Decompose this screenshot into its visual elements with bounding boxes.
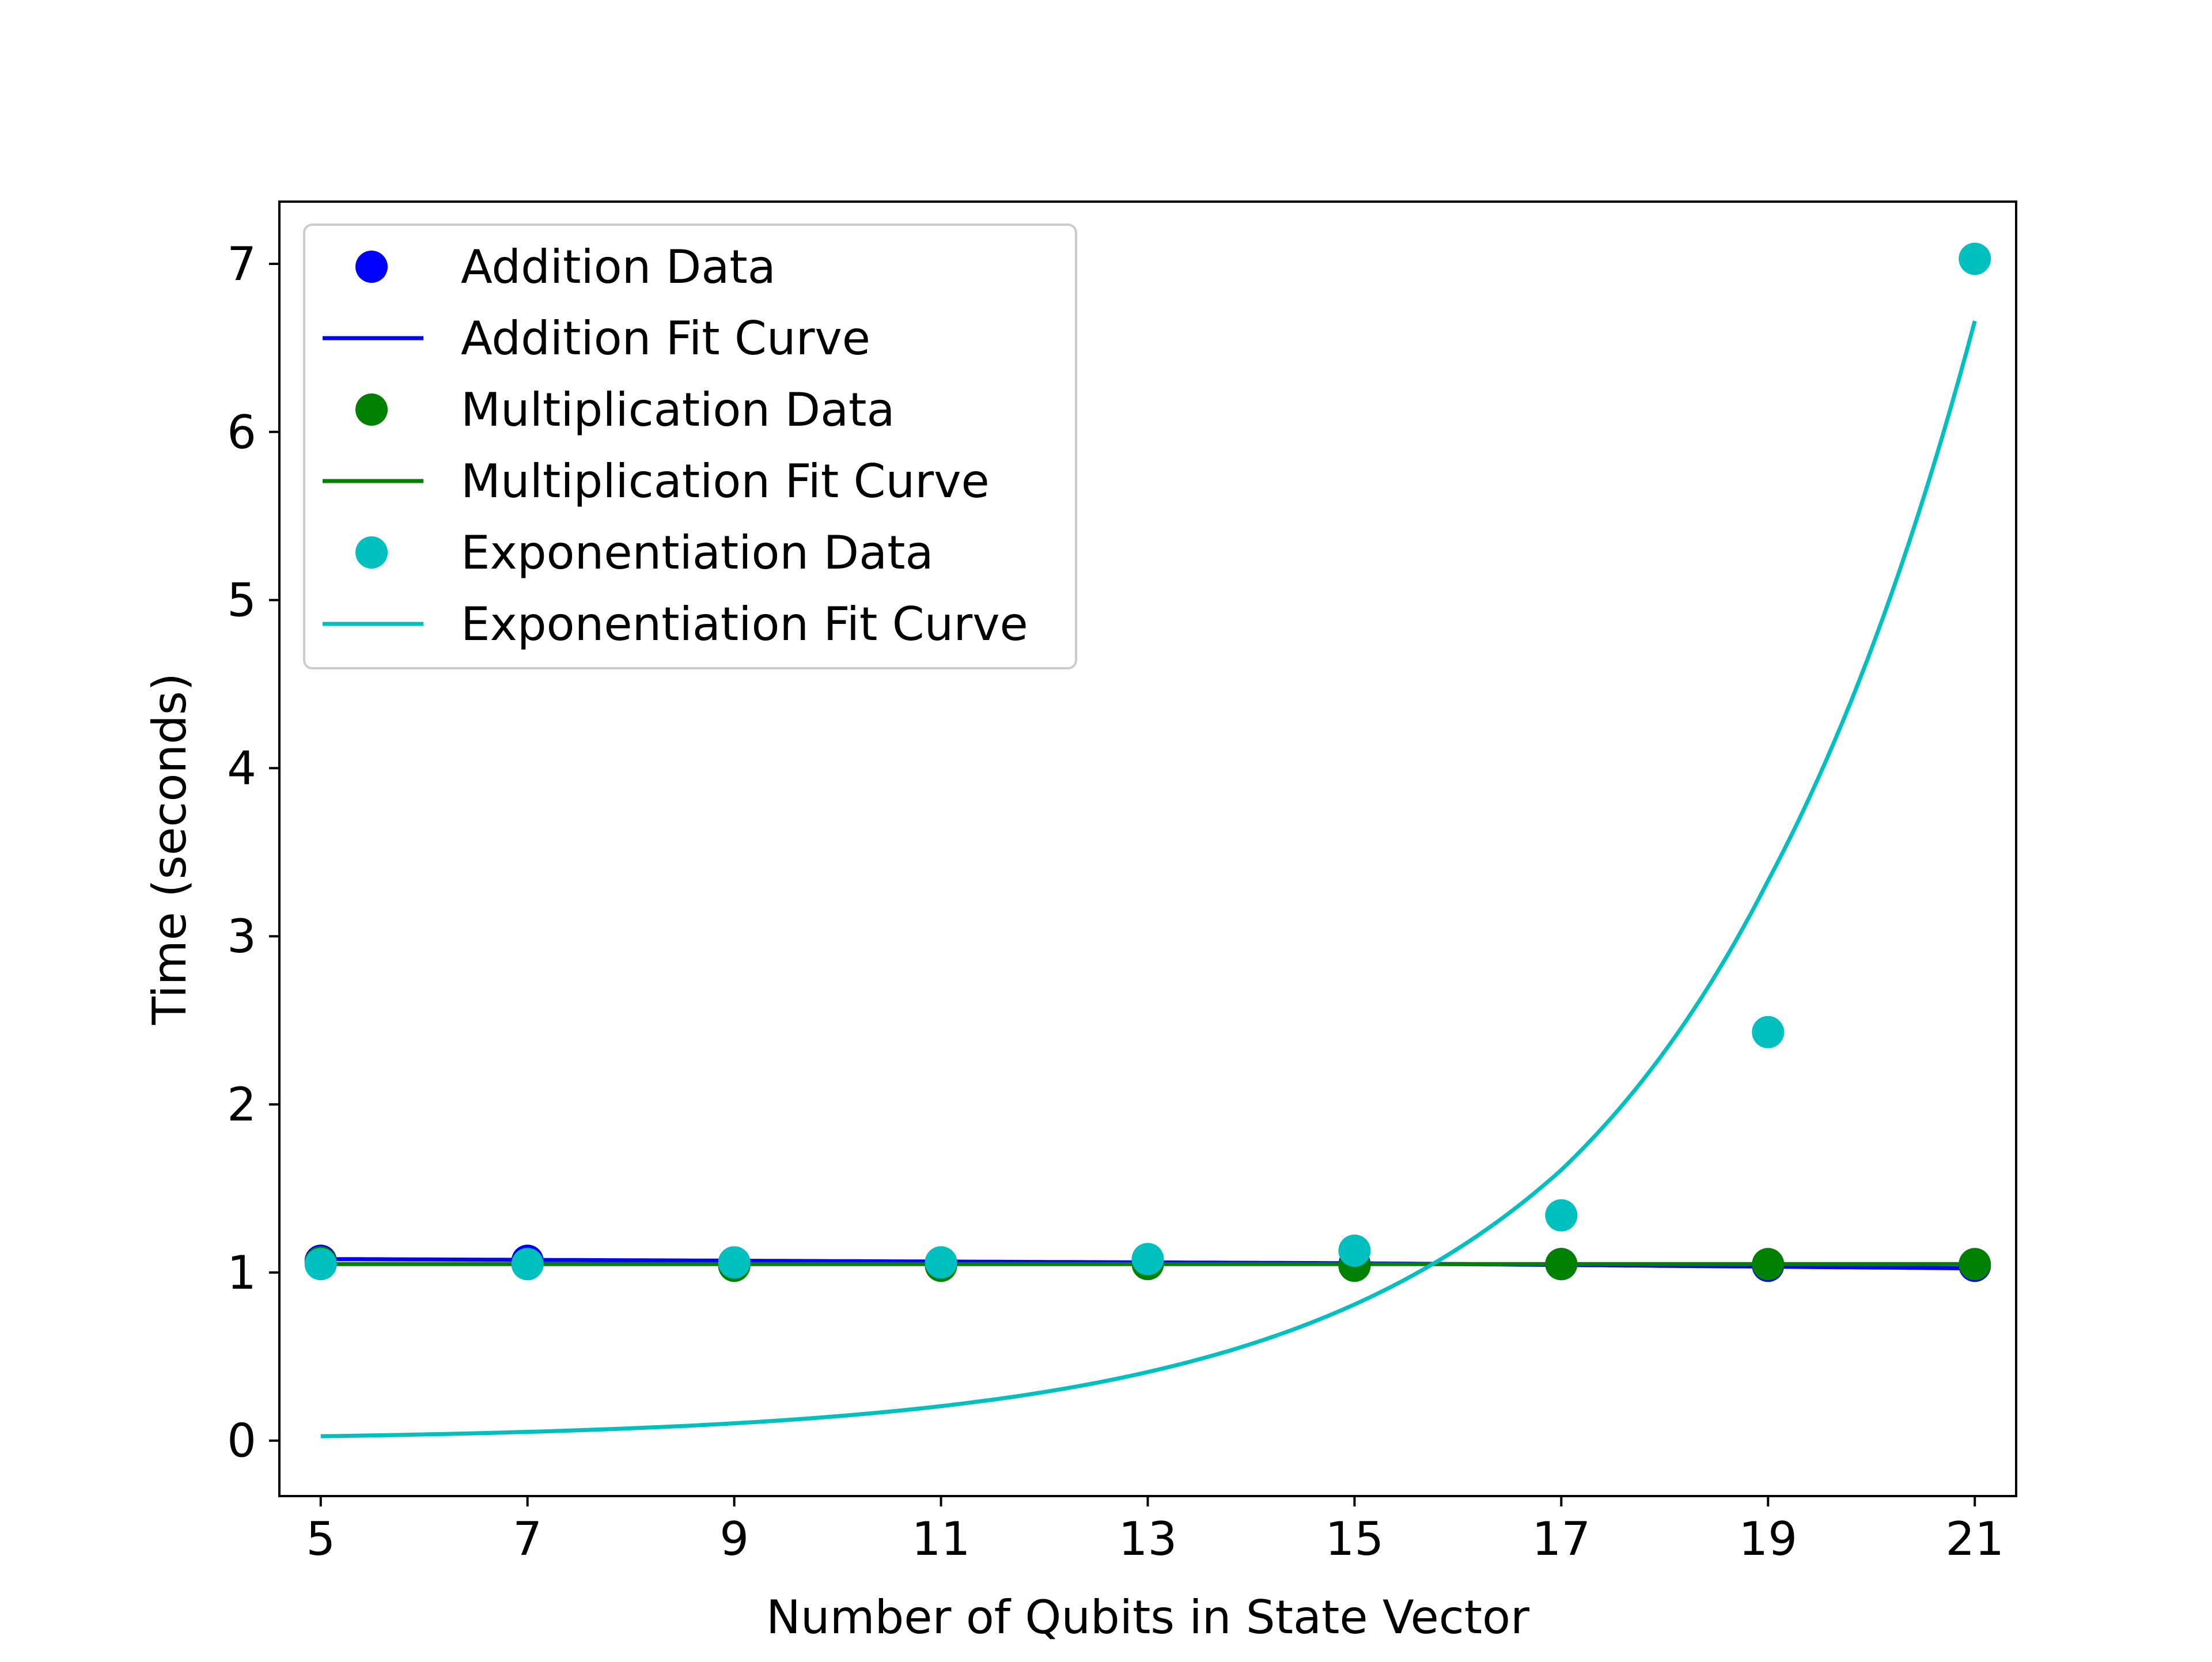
x-axis-label: Number of Qubits in State Vector bbox=[766, 1591, 1529, 1644]
exponentiation-fit-curve-line bbox=[320, 320, 1977, 1438]
legend-label: Addition Data bbox=[461, 240, 776, 294]
legend-label: Exponentiation Fit Curve bbox=[461, 597, 1028, 651]
exponentiation-data-point bbox=[1338, 1234, 1371, 1267]
exponentiation-data-legend-marker bbox=[355, 536, 388, 569]
multiplication-data-legend-marker bbox=[355, 393, 388, 426]
x-tick-label: 9 bbox=[719, 1512, 749, 1566]
x-tick-label: 13 bbox=[1119, 1512, 1177, 1566]
exponentiation-data-point bbox=[718, 1246, 751, 1279]
legend-label: Exponentiation Data bbox=[461, 526, 934, 580]
y-tick-label: 1 bbox=[227, 1246, 256, 1300]
x-tick-label: 17 bbox=[1532, 1512, 1590, 1566]
legend: Addition Data Addition Fit Curve Multiplic… bbox=[303, 224, 1077, 669]
legend-label: Addition Fit Curve bbox=[461, 312, 870, 365]
x-tick-label: 7 bbox=[513, 1512, 542, 1566]
exponentiation-data-point bbox=[925, 1246, 957, 1279]
legend-label: Multiplication Fit Curve bbox=[461, 455, 990, 508]
multiplication-data-point bbox=[1752, 1248, 1785, 1281]
y-tick-label: 6 bbox=[227, 406, 256, 459]
exponentiation-data-point bbox=[1131, 1243, 1164, 1275]
multiplication-data-point bbox=[1545, 1248, 1578, 1281]
y-tick-label: 7 bbox=[227, 237, 256, 291]
x-tick-label: 5 bbox=[306, 1512, 335, 1566]
exponentiation-data-point bbox=[304, 1248, 337, 1281]
data-points-layer bbox=[304, 243, 1991, 1282]
y-tick-label: 4 bbox=[227, 741, 256, 795]
y-tick-label: 5 bbox=[227, 574, 256, 627]
x-tick-label: 21 bbox=[1945, 1512, 2004, 1566]
x-tick-label: 15 bbox=[1325, 1512, 1384, 1566]
x-tick-label: 11 bbox=[912, 1512, 971, 1566]
y-tick-label: 0 bbox=[227, 1414, 256, 1468]
y-tick-label: 2 bbox=[227, 1078, 256, 1131]
multiplication-data-point bbox=[1959, 1248, 1991, 1281]
x-tick-label: 19 bbox=[1738, 1512, 1797, 1566]
y-axis-ticks: 0 1 2 3 4 5 6 7 bbox=[227, 237, 279, 1468]
exponentiation-data-point bbox=[1752, 1016, 1785, 1048]
x-axis-ticks: 5 7 9 11 13 15 17 19 21 bbox=[306, 1496, 2004, 1566]
legend-label: Multiplication Data bbox=[461, 383, 895, 437]
legend-box bbox=[303, 224, 1077, 669]
exponentiation-data-point bbox=[511, 1248, 544, 1281]
exponentiation-data-point bbox=[1545, 1199, 1578, 1232]
addition-data-legend-marker bbox=[355, 251, 388, 283]
exponentiation-data-point bbox=[1959, 243, 1991, 275]
y-tick-label: 3 bbox=[227, 910, 256, 963]
y-axis-label: Time (seconds) bbox=[143, 673, 196, 1025]
